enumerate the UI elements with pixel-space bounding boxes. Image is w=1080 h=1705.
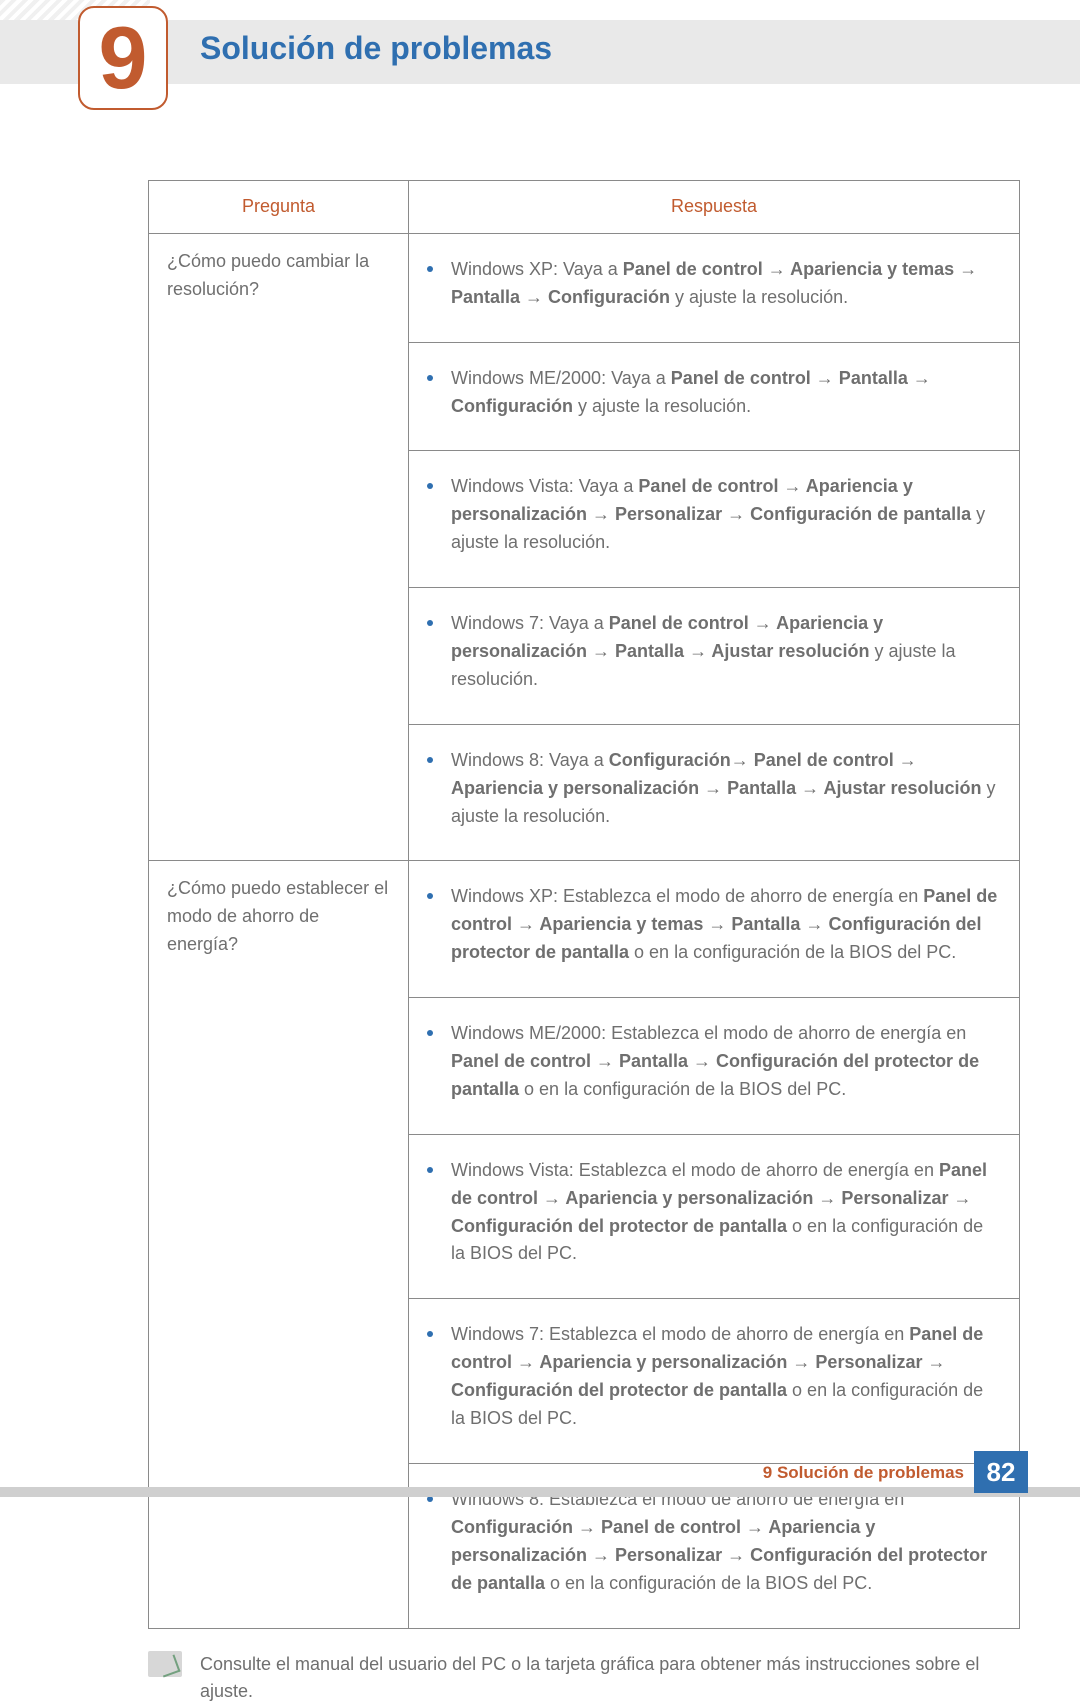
- header-question: Pregunta: [149, 181, 409, 234]
- qa-table: Pregunta Respuesta ¿Cómo puedo cambiar l…: [148, 180, 1020, 1629]
- table-answer-cell: Windows Vista: Vaya a Panel de control →…: [409, 451, 1020, 588]
- answer-text: Windows 7: Establezca el modo de ahorro …: [451, 1321, 1001, 1433]
- answer-text: Windows 7: Vaya a Panel de control → Apa…: [451, 610, 1001, 694]
- header-answer: Respuesta: [409, 181, 1020, 234]
- bullet-icon: [427, 1167, 433, 1173]
- footer-label: 9 Solución de problemas: [763, 1463, 964, 1483]
- answer-text: Windows Vista: Vaya a Panel de control →…: [451, 473, 1001, 557]
- chapter-number-box: 9: [78, 6, 168, 110]
- note-block: Consulte el manual del usuario del PC o …: [148, 1651, 1020, 1705]
- bullet-icon: [427, 483, 433, 489]
- qa-tbody: ¿Cómo puedo cambiar la resolución? Window…: [149, 233, 1020, 1628]
- answer-text: Windows Vista: Establezca el modo de aho…: [451, 1157, 1001, 1269]
- table-answer-cell: Windows 8: Vaya a Configuración→ Panel d…: [409, 724, 1020, 861]
- table-answer-cell: Windows ME/2000: Vaya a Panel de control…: [409, 342, 1020, 451]
- bullet-icon: [427, 1030, 433, 1036]
- table-question-cell: ¿Cómo puedo cambiar la resolución?: [149, 233, 409, 861]
- bullet-icon: [427, 893, 433, 899]
- bullet-icon: [427, 620, 433, 626]
- answer-text: Windows 8: Vaya a Configuración→ Panel d…: [451, 747, 1001, 831]
- footer-bar: [0, 1487, 1080, 1497]
- chapter-title: Solución de problemas: [200, 30, 552, 67]
- table-answer-cell: Windows 7: Vaya a Panel de control → Apa…: [409, 588, 1020, 725]
- bullet-icon: [427, 266, 433, 272]
- table-answer-cell: Windows 7: Establezca el modo de ahorro …: [409, 1299, 1020, 1464]
- bullet-icon: [427, 375, 433, 381]
- note-text: Consulte el manual del usuario del PC o …: [200, 1651, 1020, 1705]
- table-answer-cell: Windows ME/2000: Establezca el modo de a…: [409, 998, 1020, 1135]
- bullet-icon: [427, 1331, 433, 1337]
- bullet-icon: [427, 757, 433, 763]
- answer-text: Windows XP: Vaya a Panel de control → Ap…: [451, 256, 1001, 312]
- answer-text: Windows 8: Establezca el modo de ahorro …: [451, 1486, 1001, 1598]
- answer-text: Windows ME/2000: Vaya a Panel de control…: [451, 365, 1001, 421]
- chapter-number: 9: [99, 14, 148, 102]
- table-answer-cell: Windows XP: Establezca el modo de ahorro…: [409, 861, 1020, 998]
- answer-text: Windows ME/2000: Establezca el modo de a…: [451, 1020, 1001, 1104]
- note-icon: [148, 1651, 182, 1677]
- answer-text: Windows XP: Establezca el modo de ahorro…: [451, 883, 1001, 967]
- table-question-cell: ¿Cómo puedo establecer el modo de ahorro…: [149, 861, 409, 1628]
- table-answer-cell: Windows XP: Vaya a Panel de control → Ap…: [409, 233, 1020, 342]
- table-answer-cell: Windows Vista: Establezca el modo de aho…: [409, 1134, 1020, 1299]
- footer-page: 82: [974, 1451, 1028, 1493]
- footer: 9 Solución de problemas 82: [0, 1455, 1080, 1497]
